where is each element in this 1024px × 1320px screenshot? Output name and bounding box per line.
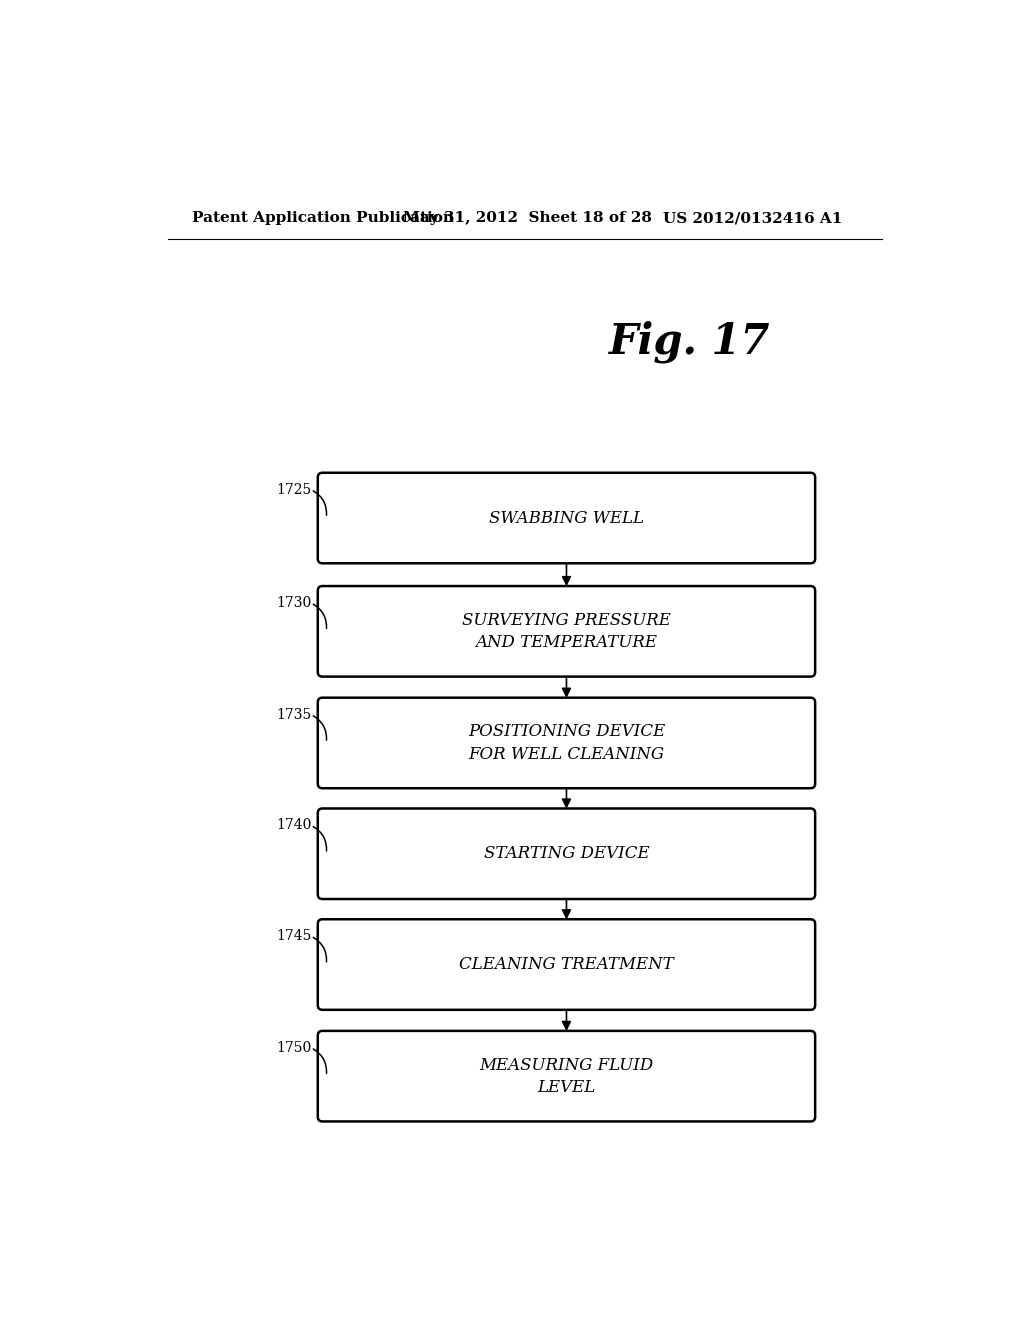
Text: 1725: 1725 — [275, 483, 311, 496]
Text: POSITIONING DEVICE
FOR WELL CLEANING: POSITIONING DEVICE FOR WELL CLEANING — [468, 723, 666, 763]
Text: US 2012/0132416 A1: US 2012/0132416 A1 — [663, 211, 842, 226]
Text: 1745: 1745 — [275, 929, 311, 942]
Text: SURVEYING PRESSURE
AND TEMPERATURE: SURVEYING PRESSURE AND TEMPERATURE — [462, 611, 671, 651]
FancyBboxPatch shape — [317, 919, 815, 1010]
FancyBboxPatch shape — [317, 586, 815, 677]
FancyBboxPatch shape — [317, 698, 815, 788]
Text: 1735: 1735 — [275, 708, 311, 722]
FancyBboxPatch shape — [317, 808, 815, 899]
Text: Patent Application Publication: Patent Application Publication — [191, 211, 454, 226]
Text: 1730: 1730 — [275, 595, 311, 610]
Text: 1740: 1740 — [275, 818, 311, 833]
Text: Fig. 17: Fig. 17 — [608, 321, 770, 363]
FancyBboxPatch shape — [317, 1031, 815, 1122]
Text: SWABBING WELL: SWABBING WELL — [489, 510, 644, 527]
FancyBboxPatch shape — [317, 473, 815, 564]
Text: MEASURING FLUID
LEVEL: MEASURING FLUID LEVEL — [479, 1056, 653, 1096]
Text: 1750: 1750 — [275, 1040, 311, 1055]
Text: STARTING DEVICE: STARTING DEVICE — [483, 845, 649, 862]
Text: CLEANING TREATMENT: CLEANING TREATMENT — [459, 956, 674, 973]
Text: May 31, 2012  Sheet 18 of 28: May 31, 2012 Sheet 18 of 28 — [403, 211, 652, 226]
